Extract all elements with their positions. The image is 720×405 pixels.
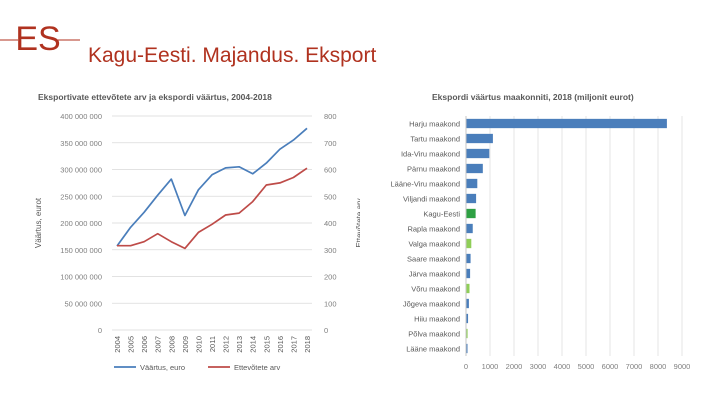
bar (466, 178, 478, 189)
es-logo: ES (0, 20, 80, 58)
category-label: Hiiu maakond (414, 315, 460, 324)
y-tick-label: 250 000 000 (60, 192, 102, 201)
y2-tick-label: 100 (324, 299, 337, 308)
y-tick-label: 400 000 000 (60, 112, 102, 121)
bar (466, 133, 493, 144)
bar (466, 238, 472, 249)
x-tick-label: 5000 (578, 362, 595, 371)
category-label: Jõgeva maakond (403, 300, 460, 309)
x-tick-label: 8000 (650, 362, 667, 371)
bar (466, 298, 469, 309)
category-label: Järva maakond (409, 270, 460, 279)
export-line-chart: Eksportivate ettevõtete arv ja ekspordi … (34, 92, 360, 372)
x-tick-label: 2013 (235, 336, 244, 353)
y-tick-label: 0 (98, 326, 102, 335)
bar (466, 163, 483, 174)
y-tick-label: 100 000 000 (60, 273, 102, 282)
x-tick-label: 2010 (194, 336, 203, 353)
x-tick-label: 2017 (289, 336, 298, 353)
bar (466, 118, 667, 129)
logo-text: ES (15, 20, 60, 58)
bar (466, 148, 490, 159)
legend-label: Ettevõtete arv (234, 363, 281, 372)
category-label: Lääne maakond (406, 345, 460, 354)
category-label: Lääne-Viru maakond (391, 180, 461, 189)
bar (466, 253, 471, 264)
x-tick-label: 2009 (181, 336, 190, 353)
x-tick-label: 2011 (208, 336, 217, 352)
category-label: Põlva maakond (408, 330, 460, 339)
category-label: Võru maakond (411, 285, 460, 294)
bar (466, 328, 468, 339)
page-title: Kagu-Eesti. Majandus. Eksport (88, 44, 377, 67)
y2-tick-label: 300 (324, 246, 337, 255)
y2-tick-label: 800 (324, 112, 337, 121)
chart-title: Eksportivate ettevõtete arv ja ekspordi … (38, 92, 272, 102)
bar (466, 313, 469, 324)
x-tick-label: 3000 (530, 362, 547, 371)
y-tick-label: 200 000 000 (60, 219, 102, 228)
category-label: Harju maakond (409, 120, 460, 129)
bar (466, 208, 476, 219)
y2-axis-label: Ettevõtete arv (355, 198, 360, 247)
x-tick-label: 6000 (602, 362, 619, 371)
y2-tick-label: 0 (324, 326, 328, 335)
bar (466, 343, 468, 354)
y2-tick-label: 200 (324, 273, 337, 282)
y2-tick-label: 600 (324, 166, 337, 175)
bar (466, 193, 477, 204)
legend-label: Väärtus, euro (140, 363, 185, 372)
x-tick-label: 2000 (506, 362, 523, 371)
category-label: Viljandi maakond (403, 195, 460, 204)
x-tick-label: 2004 (113, 336, 122, 353)
category-label: Saare maakond (407, 255, 460, 264)
x-tick-label: 2015 (262, 336, 271, 353)
bar (466, 223, 473, 234)
y-tick-label: 50 000 000 (64, 299, 102, 308)
x-tick-label: 0 (464, 362, 468, 371)
x-tick-label: 2006 (140, 336, 149, 353)
x-tick-label: 2012 (222, 336, 231, 353)
series-line (116, 127, 308, 247)
y-axis-label: Väärtus, eurot (34, 197, 43, 248)
category-label: Rapla maakond (407, 225, 460, 234)
bar (466, 283, 470, 294)
chart-title: Ekspordi väärtus maakonniti, 2018 (miljo… (432, 92, 634, 102)
series-line (117, 167, 308, 250)
category-label: Ida-Viru maakond (401, 150, 460, 159)
category-label: Kagu-Eesti (423, 210, 460, 219)
x-tick-label: 2016 (276, 336, 285, 353)
y2-tick-label: 400 (324, 219, 337, 228)
category-label: Valga maakond (408, 240, 460, 249)
y2-tick-label: 700 (324, 139, 337, 148)
x-tick-label: 9000 (674, 362, 691, 371)
x-tick-label: 2007 (154, 336, 163, 353)
y2-tick-label: 500 (324, 192, 337, 201)
y-tick-label: 300 000 000 (60, 166, 102, 175)
y-tick-label: 350 000 000 (60, 139, 102, 148)
x-tick-label: 2005 (127, 336, 136, 353)
category-label: Pärnu maakond (407, 165, 460, 174)
county-bar-chart: Ekspordi väärtus maakonniti, 2018 (miljo… (391, 92, 691, 371)
x-tick-label: 7000 (626, 362, 643, 371)
x-tick-label: 2018 (303, 336, 312, 353)
x-tick-label: 4000 (554, 362, 571, 371)
category-label: Tartu maakond (410, 135, 460, 144)
x-tick-label: 2008 (167, 336, 176, 353)
y-tick-label: 150 000 000 (60, 246, 102, 255)
x-tick-label: 1000 (482, 362, 499, 371)
bar (466, 268, 471, 279)
x-tick-label: 2014 (249, 336, 258, 353)
